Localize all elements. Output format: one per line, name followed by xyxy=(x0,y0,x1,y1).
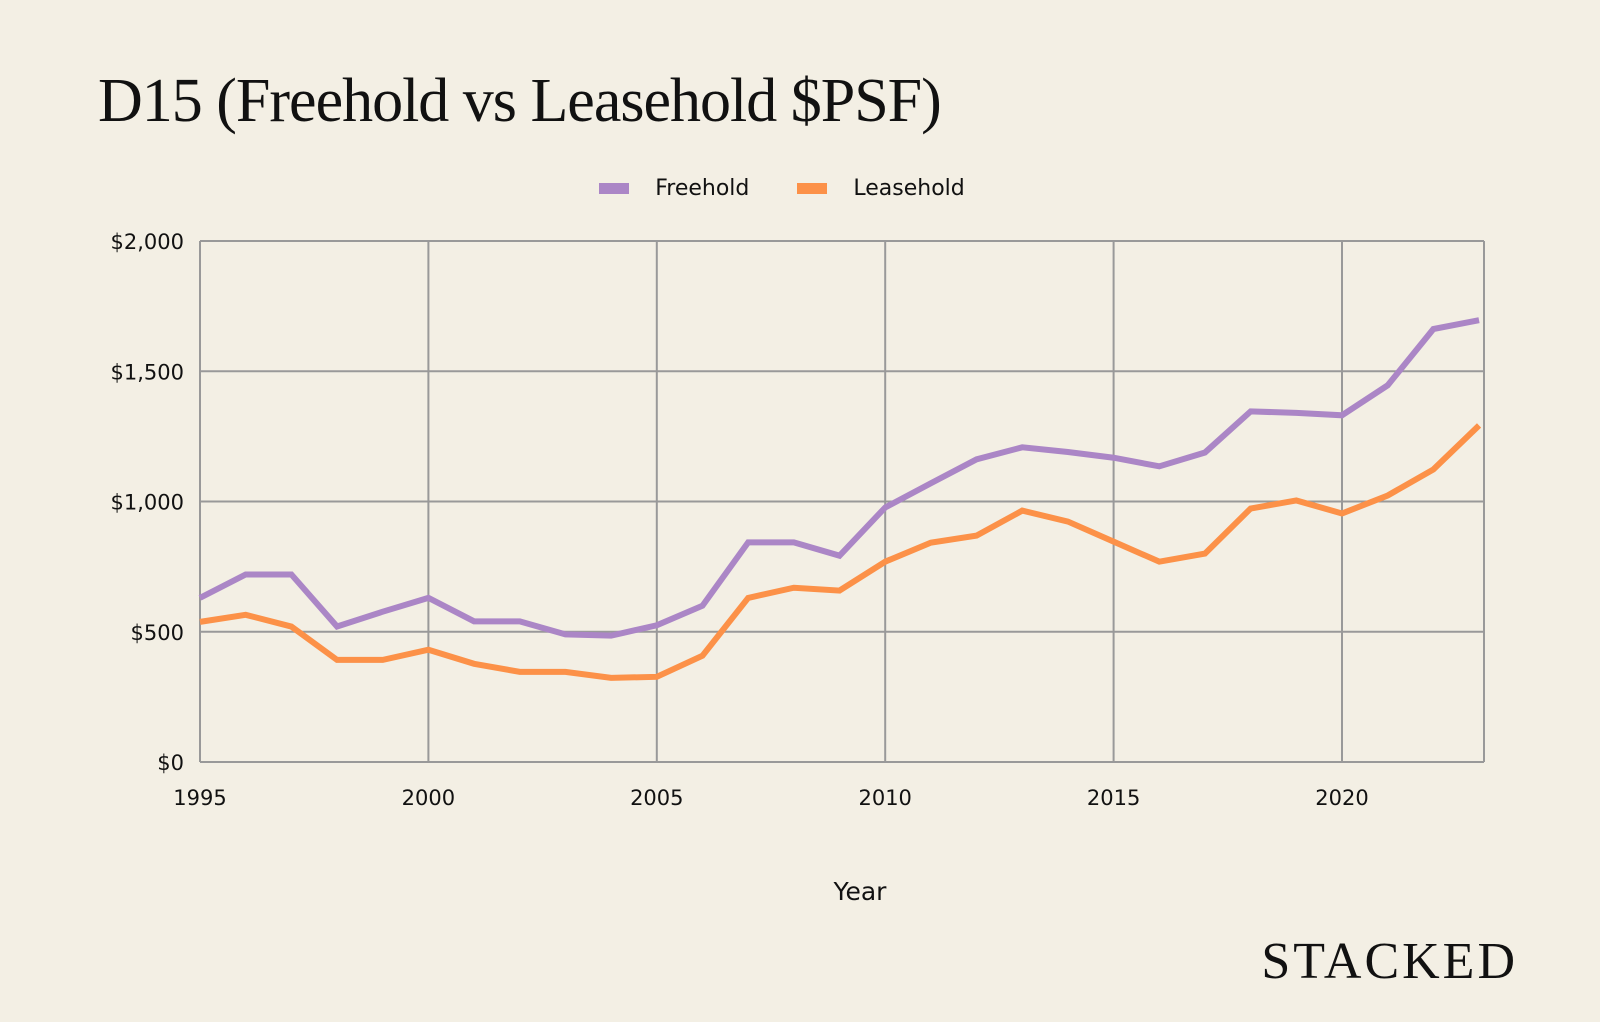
chart-title: D15 (Freehold vs Leasehold $PSF) xyxy=(98,67,942,135)
series-line-freehold xyxy=(198,317,1480,639)
series-line-leasehold xyxy=(199,423,1482,681)
legend-item-leasehold: Leasehold xyxy=(797,176,965,201)
grid-lines xyxy=(199,240,1485,763)
legend-label-leasehold: Leasehold xyxy=(853,176,965,201)
x-tick-label: 2005 xyxy=(630,786,683,810)
y-tick-label: $500 xyxy=(131,621,184,645)
y-tick-label: $2,000 xyxy=(111,230,184,254)
legend-label-freehold: Freehold xyxy=(655,176,750,201)
legend-swatch-freehold xyxy=(599,183,630,194)
x-tick-label: 2020 xyxy=(1315,786,1368,810)
x-axis-title: Year xyxy=(833,877,888,906)
y-axis-ticks: $0 $500 $1,000 $1,500 $2,000 xyxy=(111,230,184,775)
x-tick-label: 1995 xyxy=(173,786,226,810)
x-tick-label: 2015 xyxy=(1087,786,1140,810)
brand-logo: STACKED xyxy=(1261,933,1518,990)
chart-legend: Freehold Leasehold xyxy=(0,176,1582,201)
x-tick-label: 2000 xyxy=(402,786,455,810)
y-tick-label: $1,000 xyxy=(111,491,184,515)
y-tick-label: $1,500 xyxy=(111,360,184,384)
y-tick-label: $0 xyxy=(157,751,184,775)
x-axis-ticks: 1995 2000 2005 2010 2015 2020 xyxy=(173,786,1368,810)
legend-item-freehold: Freehold xyxy=(599,176,749,201)
x-tick-label: 2010 xyxy=(858,786,911,810)
legend-swatch-leasehold xyxy=(797,183,828,194)
series-lines xyxy=(198,317,1482,681)
